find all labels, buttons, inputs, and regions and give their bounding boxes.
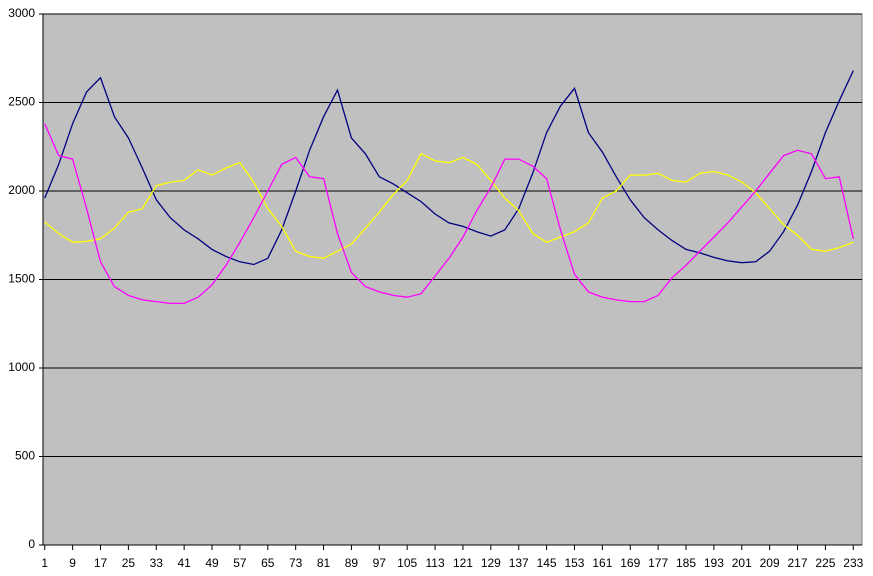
x-tick-label: 209	[760, 556, 780, 570]
x-tick-label: 153	[564, 556, 584, 570]
x-tick-label: 161	[592, 556, 612, 570]
series-line	[44, 152, 854, 259]
y-tick-label: 2000	[8, 183, 35, 197]
x-tick-label: 9	[69, 556, 76, 570]
x-tick-label: 57	[233, 556, 247, 570]
x-tick-label: 1	[41, 556, 48, 570]
x-tick-label: 193	[704, 556, 724, 570]
x-tick-label: 17	[94, 556, 108, 570]
x-tick-label: 65	[261, 556, 275, 570]
x-tick-label: 169	[620, 556, 640, 570]
series-line	[44, 70, 854, 266]
x-tick-label: 113	[426, 556, 445, 570]
x-tick-label: 225	[815, 556, 835, 570]
x-tick-label: 201	[732, 556, 752, 570]
series-line	[44, 123, 854, 305]
x-tick-label: 73	[289, 556, 303, 570]
x-tick-label: 137	[509, 556, 529, 570]
x-tick-label: 233	[843, 556, 863, 570]
y-tick-label: 2500	[8, 95, 35, 109]
x-tick-label: 49	[205, 556, 219, 570]
x-tick-label: 33	[150, 556, 164, 570]
x-tick-label: 185	[676, 556, 696, 570]
x-tick-label: 97	[373, 556, 387, 570]
x-tick-label: 105	[397, 556, 417, 570]
x-tick-label: 81	[317, 556, 331, 570]
x-tick-label: 177	[648, 556, 668, 570]
x-tick-label: 121	[453, 556, 473, 570]
x-tick-label: 41	[177, 556, 191, 570]
y-tick-label: 3000	[8, 6, 35, 20]
y-tick-label: 1000	[8, 360, 35, 374]
y-tick-label: 1500	[8, 272, 35, 286]
x-tick-label: 217	[788, 556, 808, 570]
y-tick-label: 500	[15, 449, 35, 463]
x-tick-label: 25	[122, 556, 136, 570]
y-tick-label: 0	[28, 537, 35, 551]
x-tick-label: 145	[537, 556, 557, 570]
x-tick-label: 129	[481, 556, 501, 570]
x-tick-label: 89	[345, 556, 359, 570]
